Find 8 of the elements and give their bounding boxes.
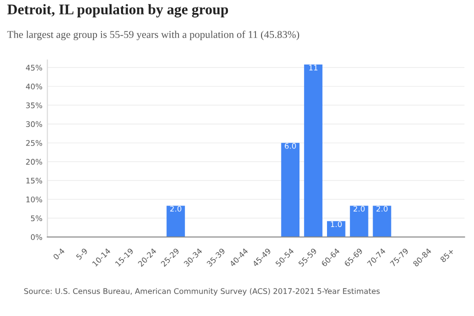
chart-title: Detroit, IL population by age group (7, 4, 228, 18)
bar (327, 221, 346, 237)
bar (304, 64, 322, 237)
bar (166, 206, 185, 237)
bar (372, 206, 392, 237)
bar (350, 206, 368, 237)
bar (281, 142, 300, 237)
chart-subtitle: The largest age group is 55-59 years with a population of 11 (45.83%) (7, 30, 300, 40)
